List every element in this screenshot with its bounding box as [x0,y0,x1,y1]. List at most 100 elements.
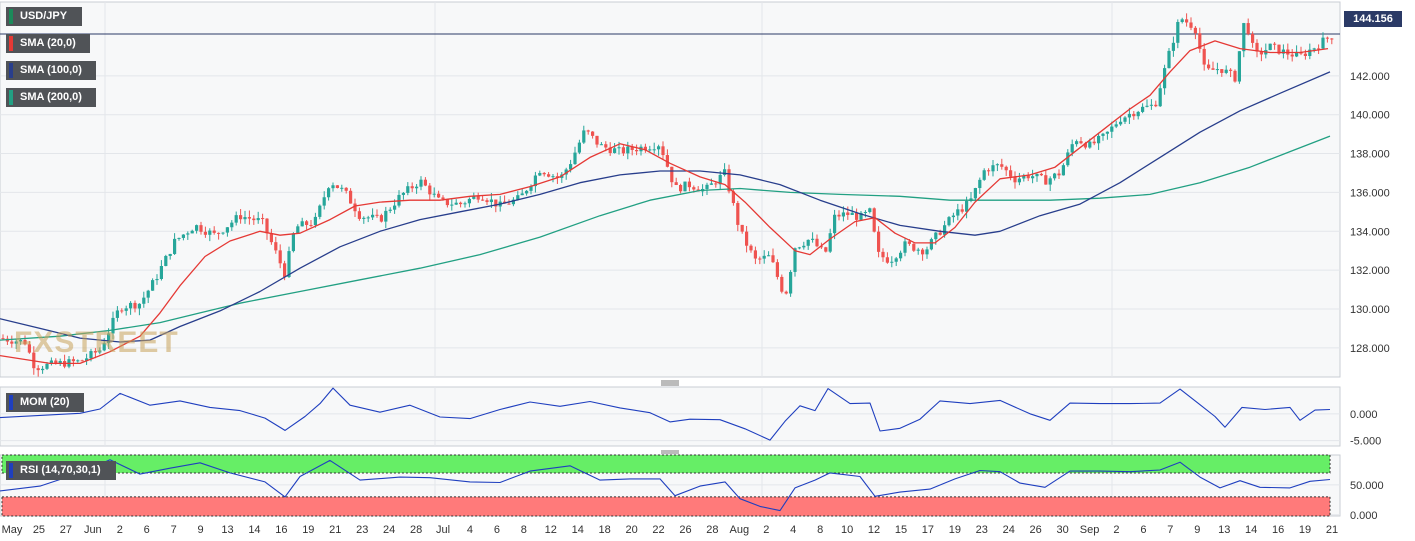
candle-body [19,339,23,342]
rsi-swatch [9,463,13,478]
candle-body [657,146,661,150]
candle-body [1101,133,1105,136]
x-tick-label: 22 [652,524,664,536]
candle-body [1083,143,1087,148]
candle-body [313,216,317,226]
candle-body [1259,51,1263,55]
candle-body [916,249,920,251]
candle-body [344,187,348,191]
x-tick-label: 28 [410,524,422,536]
candle-body [247,217,251,219]
candle-body [349,190,353,204]
candle-body [516,195,520,200]
candle-body [661,146,665,156]
price-panel[interactable]: 128.000 130.000 132.000 134.000 136.000 138.0… [0,1,1390,456]
candle-body [318,205,322,217]
candle-body [102,343,106,351]
price-y-tick-label: 130.000 [1350,304,1390,316]
sma20-swatch [9,36,13,51]
candle-body [1136,111,1140,117]
candle-body [912,243,916,251]
mom-background [0,386,1341,447]
candle-body [714,183,718,185]
candle-body [322,197,326,206]
candle-body [327,188,331,198]
candle-body [1044,175,1048,185]
candle-body [907,241,911,244]
candle-body [190,230,194,234]
x-tick-label: 16 [275,524,287,536]
candle-body [595,135,599,145]
candle-body [771,255,775,263]
rsi-label[interactable]: RSI (14,70,30,1) [6,461,116,480]
candle-body [542,172,546,175]
candle-body [630,146,634,150]
candle-body [1026,175,1030,179]
candle-body [921,249,925,255]
sma200-line [0,135,1331,341]
mom-label[interactable]: MOM (20) [6,393,84,412]
candle-body [929,239,933,250]
candle-body [274,242,278,251]
candle-body [1167,50,1171,69]
x-tick-label: 7 [1167,524,1173,536]
x-tick-label: 9 [1194,524,1200,536]
candle-body [1119,121,1123,125]
candle-body [1154,104,1158,107]
candle-body [573,152,577,165]
x-tick-label: 10 [841,524,853,536]
price-y-tick-label: 132.000 [1350,265,1390,277]
candle-body [1308,49,1312,56]
price-y-tick-label: 140.000 [1350,110,1390,122]
candle-body [221,232,225,234]
candle-body [58,360,62,364]
x-tick-label: 20 [625,524,637,536]
candle-body [608,147,612,153]
candle-body [828,233,832,252]
sma100-label[interactable]: SMA (100,0) [6,61,96,80]
rsi-panel[interactable]: 50.000 0.000 [0,454,1384,522]
x-tick-label: 23 [976,524,988,536]
candle-body [36,368,40,371]
candle-body [1017,178,1021,183]
x-tick-label: 2 [763,524,769,536]
candle-body [1039,173,1043,176]
candle-body [846,212,850,215]
x-tick-label: Sep [1080,524,1100,536]
x-tick-label: Jul [436,524,450,536]
candle-body [85,358,89,361]
momentum-panel[interactable]: 0.000 -5.000 [0,386,1381,448]
candle-body [1057,173,1061,176]
candle-body [124,308,128,311]
candle-body [599,144,603,146]
x-tick-label: 6 [1140,524,1146,536]
candle-body [362,217,366,219]
sma200-text: SMA (200,0) [20,91,82,103]
candle-body [278,250,282,264]
sma200-label[interactable]: SMA (200,0) [6,88,96,107]
candle-body [1277,44,1281,54]
candle-body [973,188,977,199]
candle-body [621,147,625,154]
x-tick-label: 18 [599,524,611,536]
sma20-label[interactable]: SMA (20,0) [6,34,90,53]
candle-body [665,155,669,167]
candle-body [1207,64,1211,69]
candle-body [186,233,190,235]
candle-body [811,238,815,240]
candle-body [1009,170,1013,177]
candle-body [1149,104,1153,106]
candle-body [89,351,93,359]
candle-body [1127,113,1131,118]
symbol-label[interactable]: USD/JPY [6,7,82,26]
candle-body [1035,173,1039,177]
candle-body [995,164,999,166]
candle-body [855,212,859,220]
x-tick-label: 15 [895,524,907,536]
candle-body [850,212,854,215]
candle-body [775,262,779,277]
candle-body [749,245,753,251]
candle-body [1224,69,1228,73]
candle-body [533,175,537,187]
